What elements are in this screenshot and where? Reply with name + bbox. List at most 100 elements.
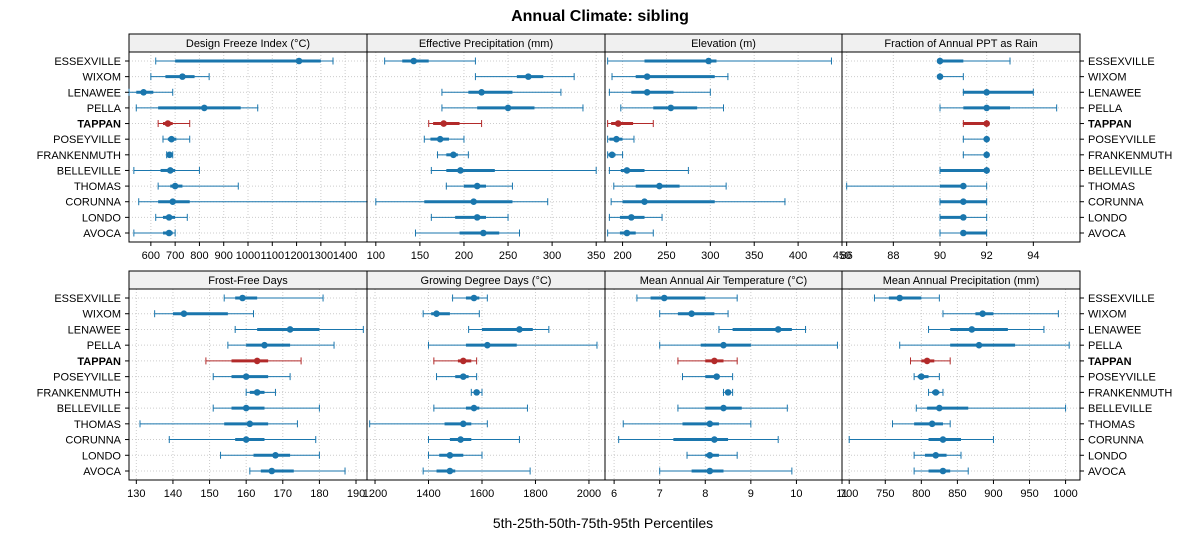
median-point [410,57,418,65]
panel-border [366,51,606,243]
site-label-pella: PELLA [1088,340,1123,352]
x-tick-label: 92 [981,250,993,262]
median-point [459,420,467,428]
whisker-poseyville [962,135,990,143]
x-tick-label: 150 [411,250,429,262]
median-point [688,310,695,318]
median-point [705,57,712,65]
whisker-thomas [846,182,988,190]
median-point [253,389,261,396]
site-label-tappan: TAPPAN [1088,119,1132,131]
whisker-pella [428,341,598,349]
whisker-frankenmuth [723,388,734,396]
x-tick-label: 7 [657,488,663,500]
median-point [165,229,173,237]
median-point [525,73,532,80]
whisker-pella [939,104,1058,112]
panel-title: Mean Annual Air Temperature (°C) [640,275,807,287]
site-label-frankenmuth: FRANKENMUTH [1088,387,1172,399]
site-label-thomas: THOMAS [74,181,121,193]
median-point [660,294,668,302]
panel-design-freeze-index-c: Design Freeze Index (°C) 600 700 800 900 1000… [37,33,368,262]
median-point [983,104,990,112]
x-tick-label: 450 [833,250,851,262]
whisker-wixom [659,310,729,318]
median-point [939,436,947,443]
panel-mean-annual-precipitation-mm: Mean Annual Precipitation (mm) 700 750 800 8… [840,270,1172,500]
whisker-essexville [384,57,476,65]
median-point [470,404,478,412]
whisker-pella [227,341,335,349]
x-tick-label: 190 [347,488,365,500]
x-tick-label: 200 [455,250,473,262]
median-point [470,198,477,206]
median-point [286,326,294,333]
whisker-essexville [873,294,940,302]
whisker-poseyville [681,373,734,381]
whisker-tappan [607,120,654,128]
whisker-corunna [428,436,520,444]
whisker-pella [899,341,1070,349]
site-label-corunna: CORUNNA [1088,197,1144,209]
whisker-wixom [422,310,480,318]
panel-border [841,51,1081,243]
median-point [643,73,651,80]
whisker-corunna [168,436,317,444]
whisker-belleville [133,166,200,174]
median-point [242,373,250,380]
whisker-thomas [891,420,951,428]
whisker-pella [441,104,584,112]
median-point [478,88,485,96]
median-point [480,229,487,237]
panel-border [604,288,843,481]
site-label-frankenmuth: FRANKENMUTH [37,387,121,399]
whisker-essexville [223,294,324,302]
median-point [960,214,967,221]
whisker-frankenmuth [962,151,990,159]
median-point [706,467,714,475]
panel-growing-degree-days-c: Growing Degree Days (°C) 1200 1400 1600 1800… [363,270,606,500]
whisker-essexville [607,57,832,65]
whisker-thomas [445,182,513,190]
median-point [960,182,967,190]
x-tick-label: 90 [934,250,946,262]
x-tick-label: 850 [948,488,966,500]
site-label-wixom: WIXOM [83,309,122,321]
x-tick-label: 160 [237,488,255,500]
median-point [140,88,147,96]
median-point [253,357,261,365]
x-tick-label: 1600 [470,488,494,500]
site-label-wixom: WIXOM [83,72,122,84]
median-point [711,357,718,365]
median-point [706,451,714,459]
whisker-avoca [414,229,520,237]
median-point [613,135,620,143]
x-tick-label: 88 [887,250,899,262]
median-point [166,151,173,159]
whisker-belleville [212,404,320,412]
median-point [713,373,720,380]
x-tick-label: 180 [310,488,328,500]
site-label-belleville: BELLEVILLE [57,165,121,177]
median-point [504,104,512,112]
whisker-lenawee [718,325,807,333]
median-point [643,88,651,96]
median-point [169,198,177,206]
whisker-frankenmuth [928,388,944,396]
panel-border [366,288,606,481]
median-point [711,436,718,443]
median-point [983,120,990,127]
x-tick-label: 350 [587,250,605,262]
median-point [450,151,457,159]
x-tick-label: 2000 [577,488,601,500]
whisker-thomas [622,420,752,428]
median-point [180,310,188,318]
site-label-avoca: AVOCA [1088,466,1126,478]
median-point [983,135,990,143]
whisker-avoca [249,467,346,475]
median-point [656,182,663,190]
median-point [628,214,635,221]
x-tick-label: 130 [127,488,145,500]
median-point [720,404,727,412]
median-point [896,294,903,302]
